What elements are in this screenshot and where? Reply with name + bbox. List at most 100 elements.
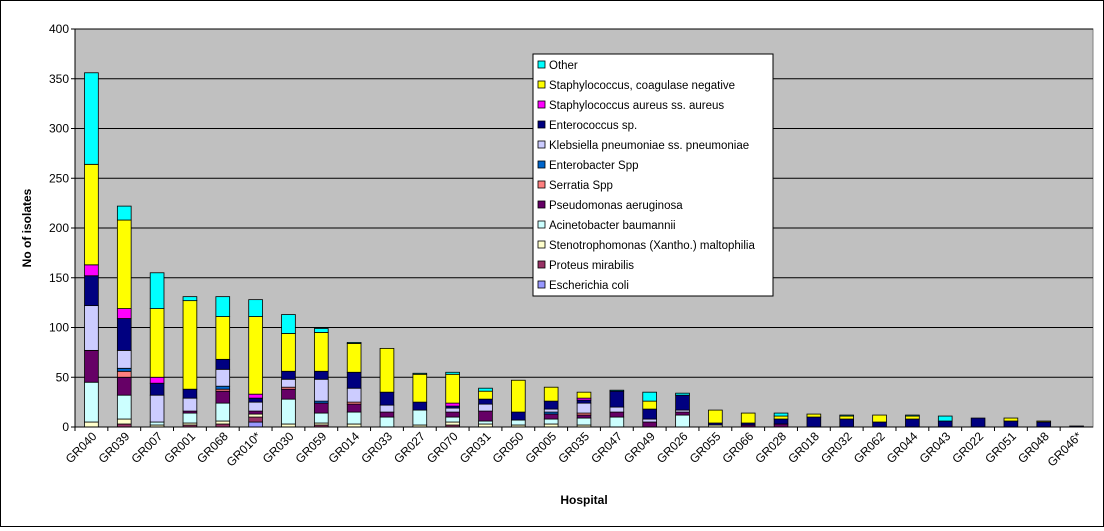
legend-label: Pseudomonas aeruginosa (549, 200, 683, 212)
legend-swatch (537, 160, 546, 169)
bar-segment (149, 394, 165, 423)
x-axis: GR040GR039GR007GR001GR068GR010*GR030GR05… (63, 426, 1093, 469)
x-tick-label: GR018 (785, 429, 822, 466)
bar-segment (116, 308, 132, 319)
bar-segment (248, 393, 263, 399)
bar-segment (609, 411, 625, 418)
x-tick-label: GR047 (588, 429, 625, 466)
legend-swatch (537, 120, 546, 129)
bar-segment (905, 415, 920, 420)
bar-segment (116, 367, 132, 372)
bar-segment (937, 415, 953, 422)
x-tick-label: GR026 (654, 429, 691, 466)
bar-segment (609, 389, 625, 392)
bar-segment (346, 342, 362, 344)
y-tick-label: 400 (49, 22, 69, 36)
x-tick-label: GR050 (490, 429, 527, 466)
bar-segment (839, 414, 855, 417)
legend-label: Other (549, 60, 578, 72)
bar-segment (313, 402, 329, 414)
bar-segment (445, 373, 460, 404)
bar-segment (543, 418, 559, 425)
x-tick-label: GR005 (522, 429, 559, 466)
bar-segment (543, 400, 559, 410)
x-tick-label: GR022 (949, 429, 986, 466)
y-axis-label: No of isolates (20, 188, 34, 267)
legend: Other Staphylococcus, coagulase negative S… (532, 53, 774, 297)
bar-segment (445, 402, 460, 407)
bar-segment (675, 392, 690, 396)
bar-segment (248, 316, 263, 395)
bar-segment (675, 414, 690, 428)
bar-segment (642, 400, 657, 410)
bar-segment (346, 387, 362, 403)
legend-label: Enterobacter Spp (549, 160, 639, 172)
bar-segment (905, 418, 920, 428)
bar-segment (511, 379, 526, 413)
bar-segment (215, 402, 231, 422)
bar-segment (412, 372, 428, 375)
y-tick-label: 150 (49, 271, 69, 285)
bar-segment (215, 420, 231, 425)
bar-segment (642, 421, 657, 428)
legend-label: Stenotrophomonas (Xantho.) maltophilia (549, 240, 755, 252)
bar-segment (116, 318, 132, 351)
bar-segment (1003, 420, 1019, 428)
bar-segment (970, 417, 986, 428)
bar-segment (379, 391, 395, 406)
bar-segment (248, 397, 263, 403)
bar-segment (511, 411, 526, 421)
bar-segment (642, 418, 657, 423)
x-tick-label: GR031 (457, 429, 494, 466)
bar-segment (281, 370, 296, 380)
bar-segment (313, 328, 329, 333)
bar-segment (248, 413, 263, 418)
bar-segment (116, 205, 132, 221)
x-axis-label: Hospital (560, 493, 607, 507)
bar-segment (740, 412, 756, 424)
bar-segment (116, 219, 132, 309)
y-tick-label: 200 (49, 221, 69, 235)
legend-label: Staphylococcus, coagulase negative (549, 80, 735, 92)
x-tick-label: GR040 (63, 429, 100, 466)
bar-segment (313, 370, 329, 380)
x-tick-label: GR062 (851, 429, 888, 466)
x-tick-label: GR070 (424, 429, 461, 466)
bar-segment (346, 371, 362, 389)
bar-segment (281, 378, 296, 388)
bar-segment (346, 343, 362, 373)
x-tick-label: GR049 (621, 429, 658, 466)
bar-segment (1036, 420, 1052, 423)
bar-segment (543, 413, 559, 420)
bar-segment (543, 386, 559, 402)
bar-segment (642, 391, 657, 402)
bar-segment (412, 401, 428, 411)
legend-label: Enterococcus sp. (549, 120, 637, 132)
bar-segment (773, 418, 789, 425)
bar-segment (248, 421, 263, 428)
legend-swatch (537, 220, 546, 229)
legend-label: Proteus mirabilis (549, 260, 634, 272)
bar-segment (576, 399, 592, 404)
bar-segment (609, 390, 625, 408)
x-tick-label: GR035 (555, 429, 592, 466)
bar-segment (806, 413, 822, 418)
bar-segment (478, 420, 493, 425)
bar-segment (313, 332, 329, 372)
bar-segment (937, 420, 953, 428)
x-tick-label: GR032 (818, 429, 855, 466)
bar-segment (84, 275, 99, 307)
bar-segment (248, 416, 263, 423)
bar-segment (182, 412, 198, 424)
x-tick-label: GR055 (687, 429, 724, 466)
bar-segment (379, 347, 395, 393)
bar-segment (675, 411, 690, 416)
legend-swatch (537, 60, 546, 69)
bars-group (84, 72, 1084, 428)
y-axis: 0 50 100 150 200 250 300 350 400 (49, 22, 76, 434)
bar-segment (116, 418, 132, 425)
bar-segment (478, 403, 493, 412)
bar-segment (1036, 421, 1052, 428)
x-tick-label: GR051 (982, 429, 1019, 466)
